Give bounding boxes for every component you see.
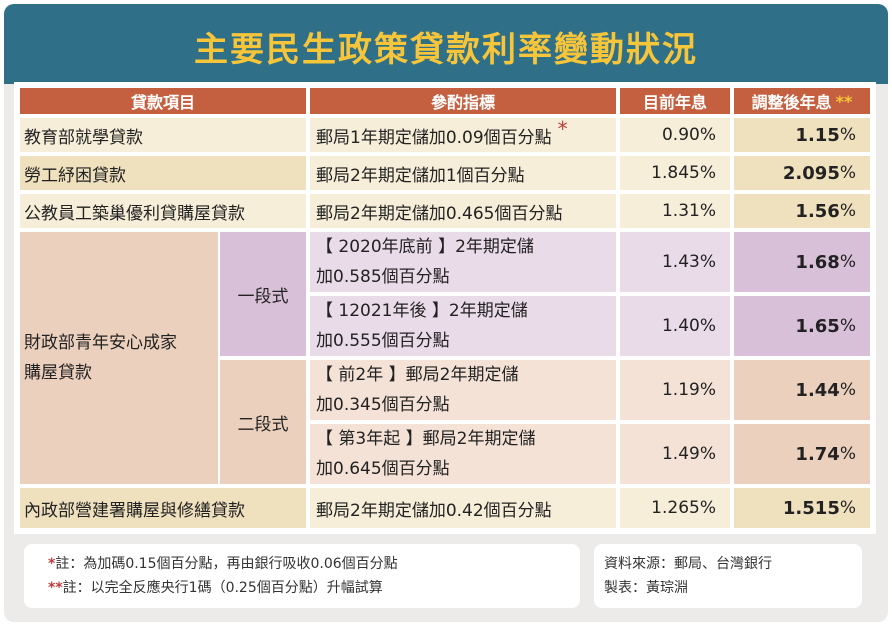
source-text: 資料來源：郵局、台灣銀行 (604, 556, 772, 572)
mof-sub-adjusted: 1.65% (734, 296, 870, 356)
tier-two-stage: 二段式 (220, 360, 306, 484)
ref-line2: 加0.555個百分點 (316, 331, 450, 351)
row-current: 1.265% (620, 488, 730, 528)
row-adjusted: 2.095% (734, 156, 870, 190)
mof-loan-name: 財政部青年安心成家 購屋貸款 (20, 232, 218, 484)
ref-line1: 【 12021年後 】2年期定儲 (316, 301, 528, 321)
mof-sub-current: 1.19% (620, 360, 730, 420)
title-band: 主要民生政策貸款利率變動狀況 (4, 4, 888, 84)
row-ref: 郵局2年期定儲加0.42個百分點 (310, 488, 616, 528)
row-adjusted: 1.56% (734, 194, 870, 228)
adjusted-unit: % (839, 252, 856, 272)
ref-line2: 加0.645個百分點 (316, 459, 450, 479)
mof-sub-adjusted: 1.44% (734, 360, 870, 420)
row-adjusted: 1.515% (734, 488, 870, 528)
adjusted-value: 2.095 (782, 162, 840, 184)
row-ref: 郵局2年期定儲加1個百分點 (310, 156, 616, 190)
header-current: 目前年息 (620, 88, 730, 114)
adjusted-unit: % (839, 163, 856, 183)
adjusted-value: 1.74 (795, 443, 840, 465)
star-mark: * (557, 117, 568, 141)
row-name: 教育部就學貸款 (20, 118, 306, 152)
ref-line1: 【 第3年起 】郵局2年期定儲 (316, 429, 536, 449)
footnote-1-mark: * (48, 556, 56, 572)
row-name: 勞工紓困貸款 (20, 156, 306, 190)
ref-line2: 加0.585個百分點 (316, 267, 450, 287)
loan-rate-table: 貸款項目 參酌指標 目前年息 調整後年息 ** 教育部就學貸款 郵局1年期定儲加… (14, 82, 876, 534)
mof-sub-ref: 【 12021年後 】2年期定儲 加0.555個百分點 (310, 296, 616, 356)
page-title: 主要民生政策貸款利率變動狀況 (194, 30, 698, 70)
mof-sub-ref: 【 2020年底前 】2年期定儲 加0.585個百分點 (310, 232, 616, 292)
mof-loan-name-line1: 財政部青年安心成家 (24, 333, 177, 353)
header-adjusted-mark: ** (835, 91, 853, 111)
row-adjusted: 1.15% (734, 118, 870, 152)
footnote-1-text: 註：為加碼0.15個百分點，再由銀行吸收0.06個百分點 (55, 556, 398, 572)
adjusted-unit: % (839, 316, 856, 336)
adjusted-unit: % (839, 498, 856, 518)
mof-sub-adjusted: 1.68% (734, 232, 870, 292)
maker-text: 製表：黃琮淵 (604, 580, 688, 596)
ref-line2: 加0.345個百分點 (316, 395, 450, 415)
footnotes-box: *註：為加碼0.15個百分點，再由銀行吸收0.06個百分點 **註：以完全反應央… (24, 544, 580, 608)
row-ref: 郵局1年期定儲加0.09個百分點 * (310, 117, 616, 152)
adjusted-unit: % (839, 444, 856, 464)
footnote-2-mark: ** (48, 580, 63, 596)
row-current: 1.845% (620, 156, 730, 190)
adjusted-value: 1.515 (782, 497, 840, 519)
row-current: 0.90% (620, 118, 730, 152)
header-adjusted-label: 調整後年息 (751, 93, 832, 112)
mof-sub-adjusted: 1.74% (734, 424, 870, 484)
adjusted-value: 1.68 (795, 251, 840, 273)
mof-sub-current: 1.43% (620, 232, 730, 292)
mof-sub-current: 1.49% (620, 424, 730, 484)
adjusted-value: 1.44 (795, 379, 840, 401)
ref-line1: 【 2020年底前 】2年期定儲 (316, 237, 534, 257)
footnote-2-text: 註：以完全反應央行1碼（0.25個百分點）升幅試算 (62, 580, 383, 596)
adjusted-unit: % (839, 125, 856, 145)
tier-one-stage: 一段式 (220, 232, 306, 356)
row-name: 內政部營建署購屋與修繕貸款 (20, 488, 306, 528)
infographic-card: 主要民生政策貸款利率變動狀況 貸款項目 參酌指標 目前年息 調整後年息 ** 教… (4, 4, 888, 622)
footnote-2: **註：以完全反應央行1碼（0.25個百分點）升幅試算 (48, 576, 580, 600)
adjusted-value: 1.56 (795, 200, 840, 222)
adjusted-value: 1.15 (795, 124, 840, 146)
footnote-1: *註：為加碼0.15個百分點，再由銀行吸收0.06個百分點 (48, 552, 580, 576)
header-ref: 參酌指標 (310, 88, 616, 114)
mof-sub-current: 1.40% (620, 296, 730, 356)
mof-sub-ref: 【 第3年起 】郵局2年期定儲 加0.645個百分點 (310, 424, 616, 484)
adjusted-value: 1.65 (795, 315, 840, 337)
adjusted-unit: % (839, 380, 856, 400)
header-item: 貸款項目 (20, 88, 306, 114)
row-ref: 郵局2年期定儲加0.465個百分點 (310, 194, 616, 228)
row-current: 1.31% (620, 194, 730, 228)
mof-loan-name-line2: 購屋貸款 (24, 363, 92, 383)
row-name: 公教員工築巢優利貸購屋貸款 (20, 194, 306, 228)
ref-line1: 【 前2年 】郵局2年期定儲 (316, 365, 519, 385)
adjusted-unit: % (839, 201, 856, 221)
header-adjusted: 調整後年息 ** (734, 88, 870, 114)
row-ref-text: 郵局1年期定儲加0.09個百分點 (316, 127, 552, 148)
mof-sub-ref: 【 前2年 】郵局2年期定儲 加0.345個百分點 (310, 360, 616, 420)
source-box: 資料來源：郵局、台灣銀行 製表：黃琮淵 (594, 544, 862, 608)
